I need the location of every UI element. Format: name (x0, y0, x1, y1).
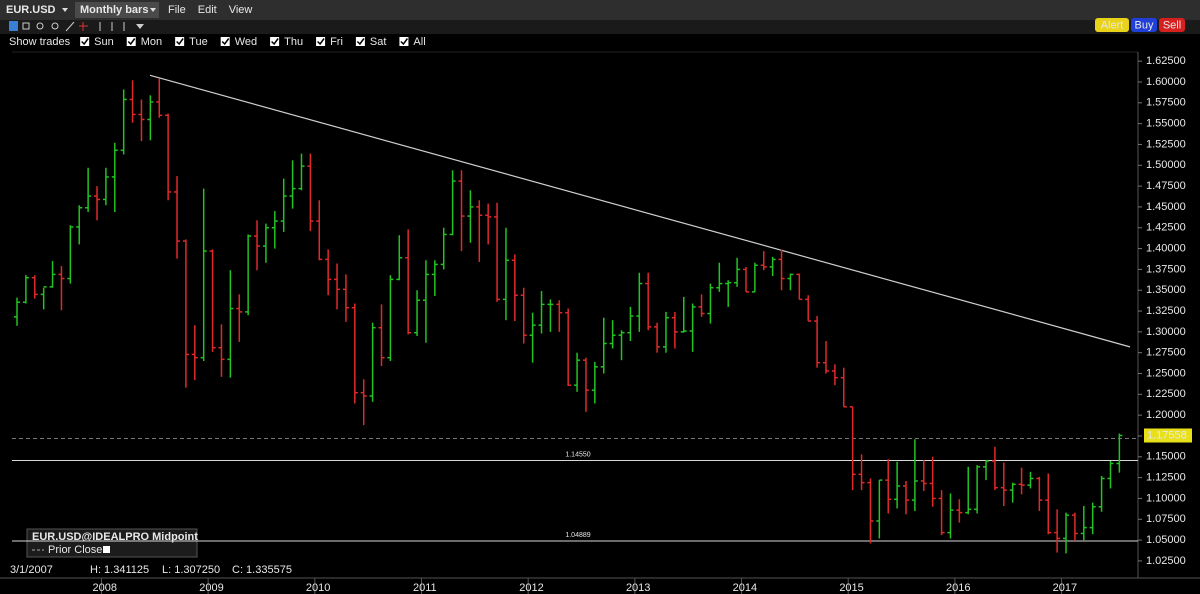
y-tick-label: 1.27500 (1146, 347, 1186, 359)
menu-item[interactable]: File (168, 4, 186, 16)
y-tick-label: 1.62500 (1146, 55, 1186, 67)
button[interactable] (1095, 18, 1129, 32)
x-tick-label: 2015 (839, 582, 863, 594)
checkbox[interactable] (80, 37, 90, 46)
checkbox[interactable] (355, 37, 365, 46)
bar-type-menu[interactable]: Monthly bars (80, 4, 148, 16)
y-tick-label: 1.45000 (1146, 201, 1186, 213)
menu-item[interactable]: View (229, 4, 253, 16)
status-high: H: 1.341125 (90, 564, 149, 576)
filter-day[interactable]: Mon (141, 36, 162, 48)
checkmark (221, 38, 230, 46)
y-tick-label: 1.22500 (1146, 388, 1186, 400)
x-tick-label: 2014 (733, 582, 757, 594)
y-tick-label: 1.55000 (1146, 118, 1186, 130)
y-tick-label: 1.50000 (1146, 159, 1186, 171)
x-tick-label: 2017 (1053, 582, 1077, 594)
checkmark (176, 38, 184, 46)
filter-day[interactable]: Sun (94, 36, 114, 48)
x-tick-label: 2010 (306, 582, 330, 594)
y-tick-label: 1.15000 (1146, 451, 1186, 463)
y-tick-label: 1.30000 (1146, 326, 1186, 338)
x-tick-label: 2011 (413, 582, 437, 594)
icon[interactable] (22, 22, 30, 30)
icon[interactable] (51, 22, 59, 30)
pin-icon[interactable] (1130, 0, 1142, 20)
checkbox[interactable] (220, 37, 230, 46)
y-tick-label: 1.57500 (1146, 97, 1186, 109)
checkmark (127, 38, 136, 46)
x-tick-label: 2012 (519, 582, 543, 594)
last-price-tag (1144, 428, 1192, 443)
filter-day[interactable]: All (413, 36, 425, 48)
filter-label: Show trades (9, 36, 71, 48)
menu-item[interactable]: Edit (198, 4, 217, 16)
last-price-label: 1.17558 (1147, 429, 1187, 441)
status-date: 3/1/2007 (10, 564, 53, 576)
y-tick-label: 1.52500 (1146, 138, 1186, 150)
checkmark (317, 38, 325, 46)
legend-title: EUR.USD@IDEALPRO Midpoint (32, 531, 198, 543)
y-tick-label: 1.02500 (1146, 555, 1186, 567)
checkmark (400, 38, 409, 46)
filter-day[interactable]: Sat (370, 36, 387, 48)
x-tick-label: 2008 (93, 582, 117, 594)
symbol-menu[interactable]: EUR.USD (6, 4, 56, 16)
title-bar (0, 0, 1200, 20)
filter-day[interactable]: Wed (235, 36, 257, 48)
y-tick-label: 1.40000 (1146, 242, 1186, 254)
checkbox[interactable] (399, 37, 409, 46)
checkbox[interactable] (175, 37, 185, 46)
y-tick-label: 1.35000 (1146, 284, 1186, 296)
status-low: L: 1.307250 (162, 564, 220, 576)
button-label[interactable]: Sell (1163, 19, 1181, 31)
trendline (149, 74, 1131, 348)
y-tick-label: 1.37500 (1146, 263, 1186, 275)
y-tick-label: 1.42500 (1146, 222, 1186, 234)
checkbox[interactable] (316, 37, 326, 46)
y-tick-label: 1.12500 (1146, 472, 1186, 484)
y-tick-label: 1.20000 (1146, 409, 1186, 421)
y-tick-label: 1.05000 (1146, 534, 1186, 546)
x-tick-label: 2009 (199, 582, 223, 594)
checkmark (271, 38, 279, 46)
y-tick-label: 1.60000 (1146, 76, 1186, 88)
button-label[interactable]: Buy (1135, 19, 1154, 31)
y-tick-label: 1.25000 (1146, 367, 1186, 379)
bar-type-box (75, 2, 159, 18)
legend-checkbox[interactable] (103, 546, 110, 553)
dropdown-arrow (150, 8, 156, 12)
checkbox[interactable] (126, 37, 136, 46)
level-label: 1.04889 (565, 532, 590, 539)
level-label: 1.14550 (565, 451, 590, 458)
filter-day[interactable]: Thu (284, 36, 303, 48)
button-label[interactable]: Alert (1101, 19, 1124, 31)
icon[interactable] (136, 24, 144, 29)
filter-day[interactable]: Tue (189, 36, 208, 48)
status-close: C: 1.335575 (232, 564, 292, 576)
icon[interactable] (36, 22, 44, 30)
button[interactable] (1131, 18, 1157, 32)
legend-prior-close: Prior Close (48, 544, 102, 556)
y-tick-label: 1.10000 (1146, 492, 1186, 504)
y-tick-label: 1.32500 (1146, 305, 1186, 317)
x-tick-label: 2013 (626, 582, 650, 594)
button[interactable] (1159, 18, 1185, 32)
x-tick-label: 2016 (946, 582, 970, 594)
checkbox[interactable] (270, 37, 280, 46)
checkmark (81, 38, 89, 46)
checkmark (356, 38, 365, 46)
icon[interactable] (65, 21, 75, 32)
tool-icons (9, 21, 144, 32)
y-tick-label: 1.07500 (1146, 513, 1186, 525)
icon[interactable] (9, 21, 18, 31)
y-tick-label: 1.47500 (1146, 180, 1186, 192)
dropdown-arrow (62, 8, 68, 12)
legend-box (26, 528, 198, 558)
icon-bar (0, 20, 1200, 34)
filter-day[interactable]: Fri (330, 36, 343, 48)
